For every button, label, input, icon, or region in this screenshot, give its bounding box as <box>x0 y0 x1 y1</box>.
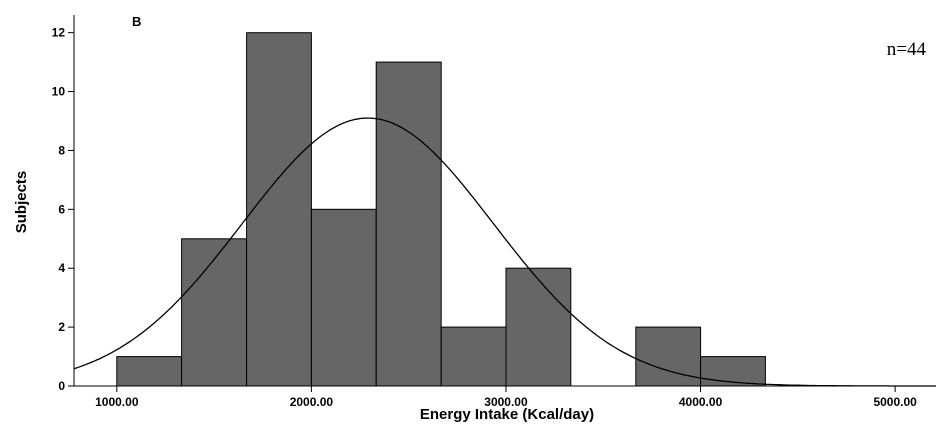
histogram-bar-3 <box>310 208 377 387</box>
y-tick-label-2: 4 <box>58 261 65 275</box>
x-tick-label-3: 4000.00 <box>679 395 723 409</box>
y-tick-label-6: 12 <box>52 26 66 40</box>
y-tick-label-1: 2 <box>58 320 65 334</box>
x-tick-label-0: 1000.00 <box>95 395 139 409</box>
y-axis-title: Subjects <box>13 171 30 234</box>
histogram-bar-5 <box>440 326 507 387</box>
x-tick-label-1: 2000.00 <box>290 395 334 409</box>
y-tick-label-5: 10 <box>52 85 66 99</box>
histogram-bar-6 <box>505 267 572 387</box>
sample-size-annotation: n=44 <box>887 39 927 60</box>
histogram-bar-2 <box>246 32 312 387</box>
x-ticks: 1000.00 2000.00 3000.00 4000.00 5000.00 <box>95 386 917 409</box>
histogram-bar-9 <box>700 356 766 387</box>
y-tick-label-4: 8 <box>58 143 65 157</box>
histogram-bar-1 <box>181 238 248 387</box>
panel-label: B <box>132 14 141 29</box>
y-tick-label-3: 6 <box>58 202 65 216</box>
histogram-bar-8 <box>635 326 702 387</box>
y-ticks: 0 2 4 6 8 10 12 <box>52 26 74 393</box>
x-tick-label-4: 5000.00 <box>873 395 917 409</box>
histogram-bar-0 <box>116 356 183 387</box>
x-axis-title: Energy Intake (Kcal/day) <box>420 406 594 423</box>
bars-layer <box>116 32 766 387</box>
histogram-bar-4 <box>375 61 442 387</box>
normal-curve <box>73 117 936 387</box>
x-tick-label-2: 3000.00 <box>484 395 528 409</box>
y-tick-label-0: 0 <box>58 379 65 393</box>
